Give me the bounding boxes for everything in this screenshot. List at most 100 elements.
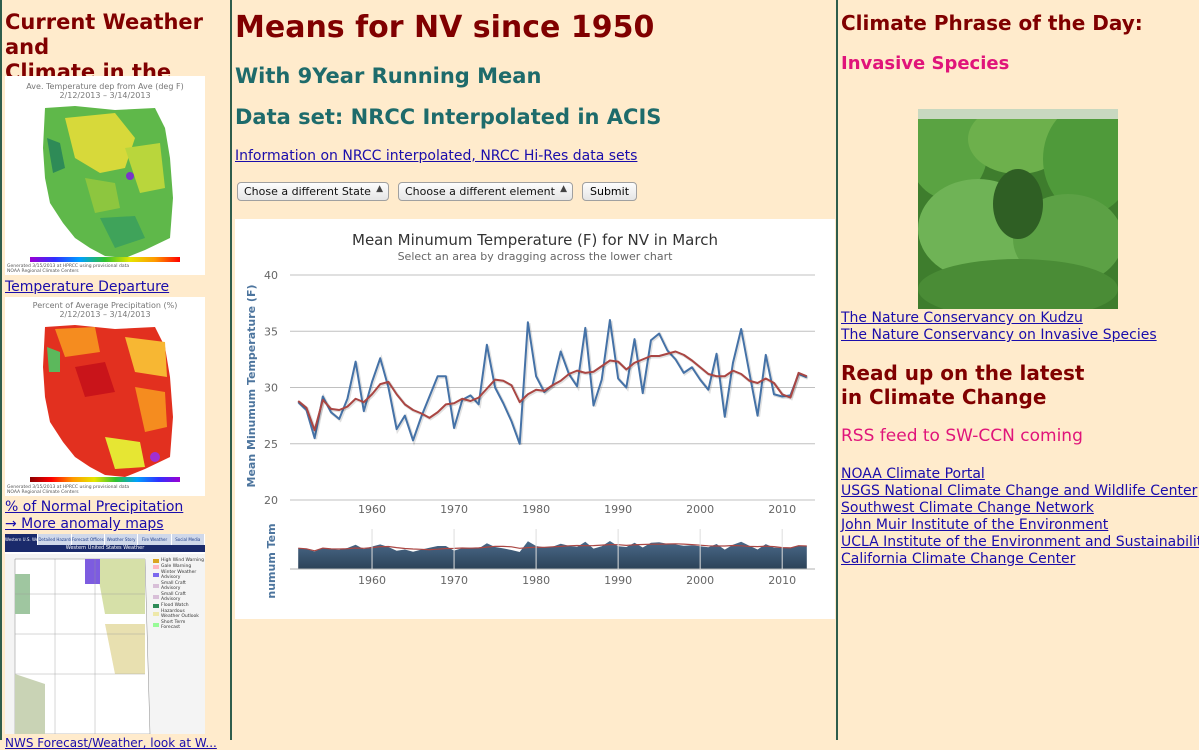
x-tick-label: 2000 [686, 503, 714, 516]
map1-dates: 2/12/2013 – 3/14/2013 [59, 91, 151, 100]
nws-map-image [5, 554, 205, 734]
chart-navigator[interactable] [290, 541, 815, 570]
y-ticks: 20 25 30 35 40 [264, 269, 278, 507]
nws-forecast-link[interactable]: NWS Forecast/Weather, look at W... [5, 736, 217, 750]
noaa-climate-portal-link[interactable]: NOAA Climate Portal [841, 466, 985, 482]
page-title: Means for NV since 1950 [235, 10, 655, 45]
california-climate-center-link[interactable]: California Climate Change Center [841, 551, 1076, 567]
legend-label: Winter Weather Advisory [161, 570, 197, 580]
nws-western-us-map[interactable]: Western U.S. WeatherDetailed HazardsFore… [5, 534, 205, 734]
legend-swatch [153, 612, 159, 616]
nws-legend-item: Short Term Forecast [153, 620, 205, 630]
map2-footer: Generated 3/15/2013 at HPRCC using provi… [7, 485, 130, 490]
read-up-heading: Read up on the latest in Climate Change [841, 361, 1084, 409]
select-arrows-icon: ▲ [560, 184, 567, 194]
element-select[interactable]: Choose a different element ▲ [398, 182, 573, 201]
legend-swatch [153, 584, 159, 588]
usgs-climate-center-link[interactable]: USGS National Climate Change and Wildlif… [841, 483, 1198, 499]
temperature-legend-bar [30, 257, 180, 262]
temperature-departure-map[interactable]: Ave. Temperature dep from Ave (deg F) 2/… [5, 76, 205, 275]
legend-label: Flood Watch [161, 603, 189, 608]
navigator-x-tick-label: 1970 [440, 574, 468, 587]
legend-label: Gale Warning [161, 564, 192, 569]
state-select[interactable]: Chose a different State ▲ [237, 182, 389, 201]
temperature-departure-link[interactable]: Temperature Departure [5, 279, 170, 295]
chart-series [297, 319, 809, 447]
x-tick-label: 1980 [522, 503, 550, 516]
running-mean-line [297, 350, 808, 432]
legend-swatch [153, 564, 159, 569]
precipitation-map[interactable]: Percent of Average Precipitation (%) 2/1… [5, 297, 205, 496]
john-muir-institute-link[interactable]: John Muir Institute of the Environment [841, 517, 1109, 533]
navigator-x-tick-label: 1980 [522, 574, 550, 587]
kudzu-image [918, 109, 1118, 309]
nws-tab[interactable]: Forecast Offices [72, 534, 105, 545]
more-anomaly-maps-link[interactable]: → More anomaly maps [5, 516, 164, 532]
x-tick-label: 1960 [358, 503, 386, 516]
nrcc-info-link[interactable]: Information on NRCC interpolated, NRCC H… [235, 148, 638, 164]
legend-swatch [153, 623, 159, 627]
y-tick-label: 30 [264, 382, 278, 395]
nws-legend-item: Flood Watch [153, 603, 205, 608]
nws-legend-item: Small Craft Advisory [153, 581, 205, 591]
climate-phrase: Invasive Species [841, 53, 1010, 74]
state-select-value: Chose a different State [244, 185, 371, 198]
middle-column: Means for NV since 1950 With 9Year Runni… [232, 0, 838, 740]
legend-swatch [153, 573, 159, 577]
rss-feed-note: RSS feed to SW-CCN coming [841, 426, 1083, 446]
element-select-value: Choose a different element [405, 185, 555, 198]
ucla-institute-link[interactable]: UCLA Institute of the Environment and Su… [841, 534, 1199, 550]
precipitation-legend-bar [30, 477, 180, 482]
precipitation-link[interactable]: % of Normal Precipitation [5, 499, 184, 515]
nws-title: Western United States Weather [5, 545, 205, 552]
nws-legend-item: Winter Weather Advisory [153, 570, 205, 580]
nws-legend-item: Small Craft Advisory [153, 592, 205, 602]
right-column: Climate Phrase of the Day: Invasive Spec… [838, 0, 1199, 740]
y-tick-label: 40 [264, 269, 278, 282]
map1-footer: Generated 3/15/2013 at HPRCC using provi… [7, 264, 130, 269]
map2-dates: 2/12/2013 – 3/14/2013 [59, 310, 151, 319]
left-column: Current Weather and Climate in the West … [0, 0, 232, 750]
nws-tab[interactable]: Detailed Hazards [38, 534, 72, 545]
navigator-x-tick-label: 1990 [604, 574, 632, 587]
temperature-chart[interactable]: Mean Minumum Temperature (F) for NV in M… [235, 219, 835, 619]
climate-phrase-heading: Climate Phrase of the Day: [841, 11, 1143, 35]
submit-button[interactable]: Submit [582, 182, 638, 201]
legend-swatch [153, 603, 159, 608]
chart-svg[interactable]: Mean Minumum Temperature (F) for NV in M… [235, 219, 835, 619]
x-tick-label: 1990 [604, 503, 632, 516]
subtitle-running-mean: With 9Year Running Mean [235, 64, 542, 88]
left-heading-line1: Current Weather and [5, 10, 204, 59]
navigator-mean-line [298, 543, 807, 552]
select-arrows-icon: ▲ [376, 184, 383, 194]
nws-tab[interactable]: Weather Story [105, 534, 139, 545]
x-tick-label: 1970 [440, 503, 468, 516]
sw-climate-network-link[interactable]: Southwest Climate Change Network [841, 500, 1094, 516]
chart-title: Mean Minumum Temperature (F) for NV in M… [352, 231, 718, 249]
map1-title: Ave. Temperature dep from Ave (deg F) [26, 82, 184, 91]
y-tick-label: 25 [264, 438, 278, 451]
nws-tabs: Western U.S. WeatherDetailed HazardsFore… [5, 534, 205, 545]
x-ticks: 1960 1970 1980 1990 2000 2010 [358, 503, 796, 516]
kudzu-photo[interactable] [918, 109, 1118, 309]
map2-title: Percent of Average Precipitation (%) [32, 301, 178, 310]
legend-swatch [153, 558, 159, 563]
legend-label: Small Craft Advisory [161, 592, 186, 602]
nws-tab[interactable]: Western U.S. Weather [5, 534, 39, 545]
map2-footer2: NOAA Regional Climate Centers [7, 490, 79, 495]
nws-legend-item: Gale Warning [153, 564, 205, 569]
nws-legend-item: Hazardous Weather Outlook [153, 609, 205, 619]
y-axis-label: Mean Minumum Temperature (F) [245, 285, 258, 488]
nature-conservancy-invasive-link[interactable]: The Nature Conservancy on Invasive Speci… [841, 327, 1157, 343]
nws-tab[interactable]: Fire Weather [138, 534, 172, 545]
nws-tab[interactable]: Social Media [172, 534, 205, 545]
chart-subtitle: Select an area by dragging across the lo… [398, 250, 674, 263]
legend-label: Hazardous Weather Outlook [161, 609, 199, 619]
read-up-line2: in Climate Change [841, 385, 1047, 409]
navigator-y-label: numum Tem [265, 523, 278, 598]
y-tick-label: 35 [264, 325, 278, 338]
subtitle-dataset: Data set: NRCC Interpolated in ACIS [235, 105, 662, 129]
x-tick-label: 2010 [768, 503, 796, 516]
navigator-x-tick-label: 2000 [686, 574, 714, 587]
nature-conservancy-kudzu-link[interactable]: The Nature Conservancy on Kudzu [841, 310, 1083, 326]
